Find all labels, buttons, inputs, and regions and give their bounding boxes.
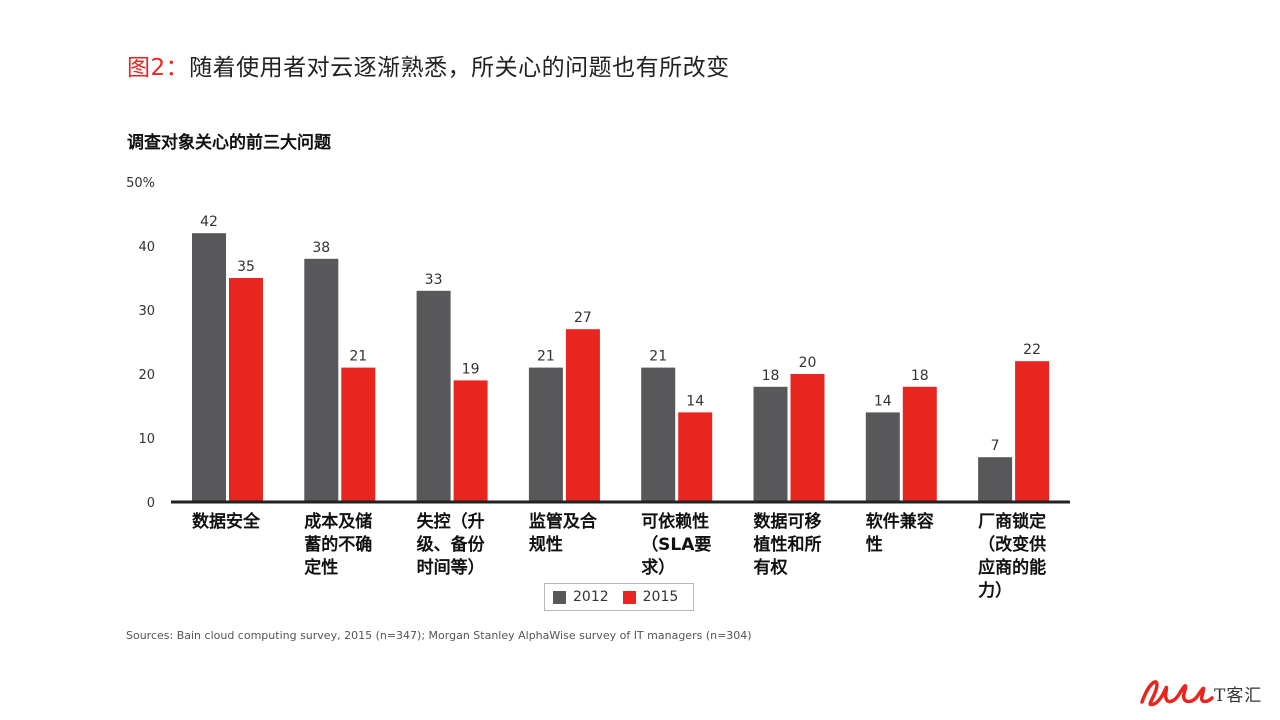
bar-value-label: 21 — [537, 349, 555, 365]
bar-value-label: 33 — [425, 272, 443, 288]
legend-label-2015: 2015 — [642, 589, 679, 605]
bar-2012-7 — [978, 457, 1013, 502]
page-title: 图2：随着使用者对云逐渐熟悉，所关心的问题也有所改变 — [127, 48, 730, 82]
bar-2015-4 — [678, 412, 713, 502]
y-tick-label: 50% — [126, 176, 155, 191]
bar-value-label: 7 — [991, 438, 1000, 454]
bar-2012-1 — [304, 258, 339, 502]
legend-item-2012: 2012 — [553, 589, 609, 605]
x-category-label: 失控（升 级、备份 时间等） — [416, 512, 485, 578]
bar-value-label: 21 — [349, 349, 367, 365]
bar-value-label: 14 — [686, 393, 704, 409]
y-tick-label: 10 — [138, 432, 155, 447]
y-tick-label: 0 — [147, 496, 155, 511]
x-category-label: 厂商锁定 （改变供 应商的能 力） — [978, 512, 1047, 601]
figure-number: 图2： — [127, 55, 190, 81]
bar-value-label: 35 — [237, 259, 255, 275]
bar-value-label: 19 — [462, 361, 480, 377]
bar-2015-7 — [1015, 361, 1050, 502]
bar-value-label: 14 — [874, 393, 892, 409]
bar-value-label: 18 — [762, 368, 780, 384]
bar-value-label: 42 — [200, 214, 218, 230]
logo-text: T客汇 — [1214, 686, 1263, 706]
bar-2012-6 — [865, 412, 900, 502]
legend-swatch-2012 — [553, 590, 566, 604]
legend-swatch-2015 — [622, 590, 636, 604]
legend-item-2015: 2015 — [622, 589, 679, 605]
bar-value-label: 21 — [649, 349, 667, 365]
bar-value-label: 27 — [574, 310, 592, 326]
x-category-label: 监管及合 规性 — [528, 512, 597, 555]
x-category-label: 数据可移 植性和所 有权 — [753, 512, 822, 578]
bar-value-label: 18 — [911, 368, 929, 384]
bar-2012-0 — [192, 233, 226, 502]
bar-value-label: 20 — [799, 355, 817, 371]
bar-2012-4 — [641, 367, 676, 502]
bar-2015-1 — [341, 367, 376, 502]
logo-mark-icon — [1140, 680, 1214, 707]
bar-value-label: 22 — [1023, 342, 1041, 358]
bar-2015-0 — [229, 278, 263, 502]
bar-2015-3 — [565, 329, 600, 502]
source-note: Sources: Bain cloud computing survey, 20… — [126, 629, 752, 642]
bar-value-label: 38 — [312, 240, 330, 256]
figure-caption: 随着使用者对云逐渐熟悉，所关心的问题也有所改变 — [189, 55, 730, 81]
bar-2012-5 — [753, 386, 788, 502]
brand-logo — [1140, 680, 1214, 707]
bar-2012-2 — [416, 290, 451, 502]
bar-2015-6 — [902, 386, 937, 502]
bar-2015-5 — [790, 374, 825, 502]
legend-label-2012: 2012 — [573, 589, 609, 605]
y-tick-label: 40 — [138, 240, 155, 255]
x-category-label: 软件兼容 性 — [865, 512, 934, 555]
chart-legend: 2012 2015 — [544, 583, 694, 611]
bar-2012-3 — [528, 367, 563, 502]
y-tick-label: 20 — [138, 368, 155, 383]
x-category-label: 成本及储 蓄的不确 定性 — [304, 512, 373, 578]
x-category-label: 可依赖性 （SLA要 求） — [641, 512, 712, 578]
bar-2015-2 — [453, 380, 488, 502]
y-tick-label: 30 — [138, 304, 155, 319]
chart-title: 调查对象关心的前三大问题 — [127, 133, 331, 153]
x-category-label: 数据安全 — [192, 512, 260, 532]
